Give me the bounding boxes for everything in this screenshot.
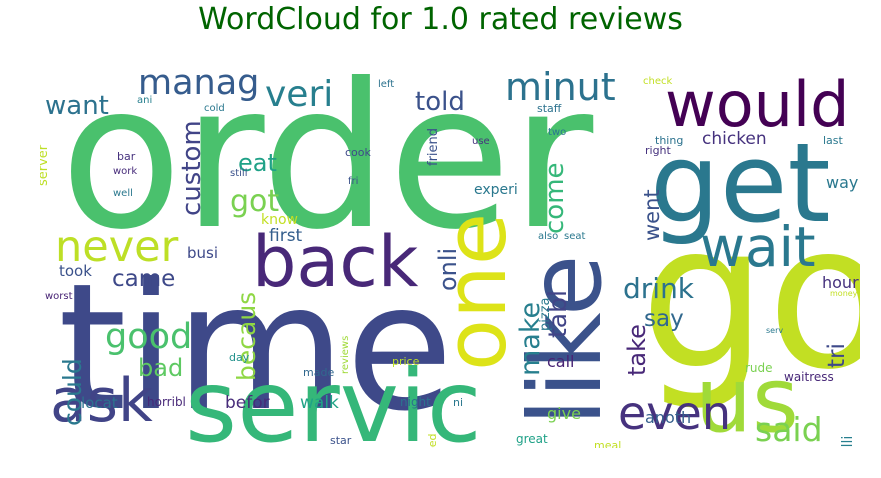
- word-go: go: [640, 181, 860, 414]
- word-work: work: [113, 166, 137, 177]
- word-pizza: pizza: [538, 298, 553, 331]
- word-come: come: [540, 162, 570, 234]
- word-two: two: [548, 127, 566, 138]
- word-get: get: [650, 119, 831, 247]
- word-want: want: [45, 91, 109, 121]
- word-still: still: [230, 168, 247, 179]
- word-made: made: [303, 366, 334, 379]
- word-need: need: [426, 434, 439, 449]
- word-fri: fri: [348, 176, 358, 187]
- word-use: use: [472, 136, 490, 147]
- word-worst: worst: [45, 291, 73, 302]
- word-would: would: [665, 68, 850, 141]
- word-great: great: [516, 432, 548, 446]
- word-custom: custom: [177, 120, 207, 216]
- word-reviews: reviews: [340, 336, 351, 374]
- word-servic: servic: [185, 348, 482, 448]
- word-cold: cold: [204, 103, 225, 114]
- word-well: well: [113, 188, 133, 199]
- word-take: take: [623, 324, 651, 376]
- word-hour: hour: [822, 273, 859, 292]
- word-friend: friend: [426, 128, 441, 166]
- word-tri: tri: [824, 343, 850, 368]
- word-bad: bad: [138, 354, 183, 382]
- word-befor: befor: [225, 393, 270, 413]
- word-went: went: [640, 189, 664, 241]
- word-tabl: tabl: [543, 290, 572, 338]
- word-like: like: [507, 255, 624, 426]
- word-ask: ask: [50, 366, 153, 436]
- word-day: day: [229, 351, 250, 364]
- word-time: time: [58, 247, 453, 448]
- word-give: give: [547, 404, 581, 423]
- word-bar: bar: [117, 150, 136, 163]
- word-drink: drink: [623, 272, 695, 305]
- word-first: first: [269, 226, 303, 246]
- word-becaus: becaus: [232, 292, 261, 381]
- word-locat: locat: [81, 394, 118, 412]
- word-us: us: [695, 348, 799, 448]
- word-back: back: [252, 221, 419, 303]
- word-could: could: [58, 358, 87, 426]
- word-know: know: [261, 212, 298, 228]
- word-anoth: anoth: [645, 408, 691, 427]
- word-way: way: [826, 173, 858, 192]
- word-good: good: [105, 317, 192, 357]
- word-walk: walk: [300, 393, 339, 413]
- word-got: got: [230, 184, 279, 219]
- word-last: last: [823, 134, 844, 147]
- word-onli: onli: [434, 248, 462, 291]
- word-staff: staff: [537, 102, 562, 115]
- word-serv: serv: [766, 326, 783, 335]
- word-busi: busi: [187, 244, 218, 262]
- word-server: server: [40, 144, 51, 186]
- word-experi: experi: [474, 182, 518, 198]
- word-left: left: [378, 79, 394, 90]
- word-one: one: [427, 213, 526, 371]
- word-thing: thing: [655, 134, 683, 147]
- word-order: order: [60, 41, 594, 274]
- word-never: never: [55, 222, 179, 272]
- word-minut: minut: [505, 65, 616, 109]
- word-manag: manag: [138, 63, 259, 103]
- word-call: call: [547, 352, 575, 371]
- word-eat: eat: [238, 149, 277, 177]
- word-night: night: [400, 395, 431, 409]
- word-say: say: [644, 306, 684, 332]
- word-cloud: order time go get servic like us one back would as…: [36, 36, 881, 478]
- word-told: told: [415, 87, 465, 117]
- word-realli: realli: [840, 436, 856, 448]
- word-horribl: horribl: [147, 395, 186, 409]
- word-right: right: [645, 144, 672, 157]
- word-cook: cook: [345, 146, 372, 159]
- word-waitress: waitress: [784, 370, 834, 384]
- word-ani: ani: [137, 95, 152, 106]
- word-wait: wait: [700, 215, 816, 279]
- chart-title: WordCloud for 1.0 rated reviews: [198, 2, 683, 37]
- word-also: also: [538, 231, 558, 242]
- word-make: make: [515, 302, 546, 376]
- word-seat: seat: [564, 231, 585, 242]
- word-came: came: [112, 266, 175, 292]
- word-star: star: [330, 434, 352, 447]
- word-said: said: [755, 410, 823, 448]
- word-chicken: chicken: [702, 129, 767, 149]
- word-took: took: [59, 262, 92, 280]
- word-meal: meal: [594, 439, 621, 448]
- word-check: check: [643, 76, 672, 87]
- word-rude: rude: [745, 361, 773, 375]
- word-veri: veri: [265, 74, 333, 115]
- word-even: even: [618, 386, 731, 440]
- word-price: price: [392, 355, 420, 368]
- word-ni: ni: [453, 396, 463, 409]
- word-money: money: [830, 289, 858, 298]
